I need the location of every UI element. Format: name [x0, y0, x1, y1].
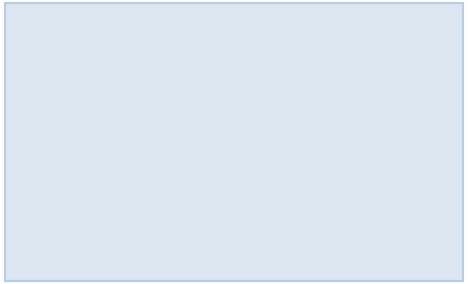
Wedge shape — [240, 56, 319, 170]
Text: 22%: 22% — [202, 183, 232, 196]
Text: Weak Economy
/ Deflation: Weak Economy / Deflation — [358, 166, 437, 187]
Text: 30%: 30% — [263, 106, 293, 119]
Text: A sudden stock
slide: A sudden stock slide — [50, 91, 130, 112]
Text: Other 6%: Other 6% — [128, 228, 178, 238]
Wedge shape — [166, 143, 255, 231]
Wedge shape — [161, 56, 240, 176]
Wedge shape — [240, 143, 301, 229]
Text: 31%: 31% — [185, 107, 215, 120]
Text: Interest Rates /
Inflation Surge: Interest Rates / Inflation Surge — [350, 70, 429, 91]
Text: 11%: 11% — [249, 182, 279, 195]
Wedge shape — [240, 143, 315, 199]
Text: Disaster / War
sparks panic: Disaster / War sparks panic — [212, 253, 286, 275]
